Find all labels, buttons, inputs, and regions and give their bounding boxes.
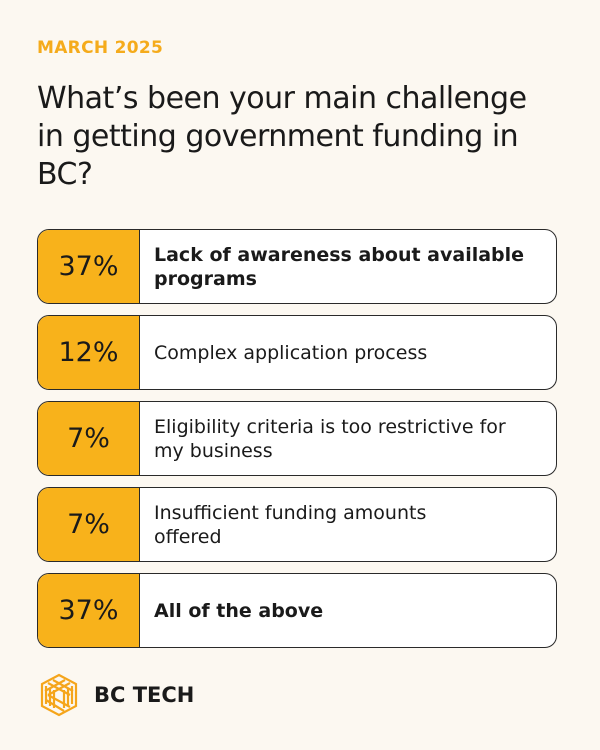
date-label: MARCH 2025	[37, 38, 164, 58]
option-label: Complex application process	[154, 341, 428, 364]
result-row: 12% Complex application process	[37, 315, 557, 390]
percent-label: 37%	[38, 574, 140, 647]
woven-hexagon-logo-icon	[40, 673, 78, 717]
option-label: All of the above	[154, 599, 324, 622]
page-title: What’s been your main challenge in getti…	[37, 81, 527, 192]
brand-name: BC TECH	[94, 683, 195, 707]
result-row: 37% Lack of awareness about available pr…	[37, 229, 557, 304]
percent-label: 7%	[38, 402, 140, 475]
result-row: 7% Insufficient funding amounts offered	[37, 487, 557, 562]
poll-results: 37% Lack of awareness about available pr…	[37, 229, 557, 659]
result-row: 37% All of the above	[37, 573, 557, 648]
option-label: Lack of awareness about available progra…	[154, 243, 525, 290]
result-row: 7% Eligibility criteria is too restricti…	[37, 401, 557, 476]
option-label: Eligibility criteria is too restrictive …	[154, 415, 506, 462]
brand-logo: BC TECH	[40, 673, 194, 717]
percent-label: 37%	[38, 230, 140, 303]
option-label: Insufficient funding amounts offered	[154, 501, 427, 548]
percent-label: 7%	[38, 488, 140, 561]
percent-label: 12%	[38, 316, 140, 389]
